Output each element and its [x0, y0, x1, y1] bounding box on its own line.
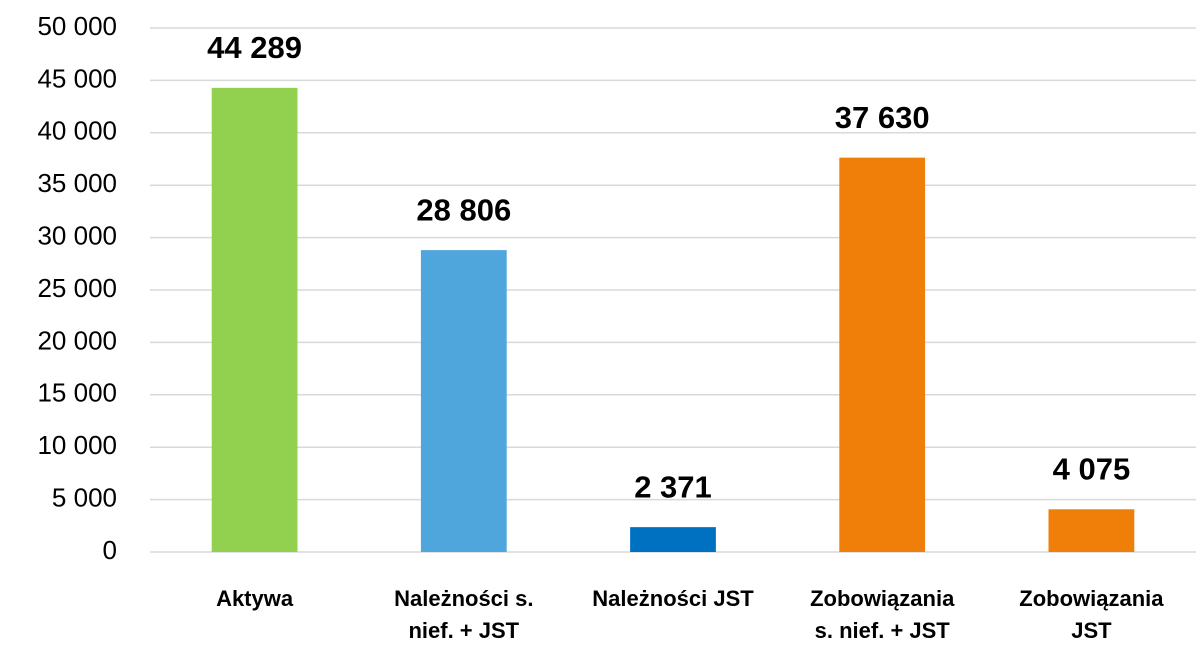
bar — [630, 527, 716, 552]
x-tick-label: Należności s. nief. + JST — [394, 586, 533, 643]
y-tick-label: 10 000 — [37, 430, 117, 460]
x-tick-label: Należności JST — [592, 586, 754, 611]
y-tick-label: 5 000 — [52, 482, 117, 512]
x-tick-label: Aktywa — [216, 586, 294, 611]
y-tick-label: 0 — [103, 535, 117, 565]
y-tick-label: 30 000 — [37, 220, 117, 250]
y-tick-label: 45 000 — [37, 63, 117, 93]
bar — [1048, 509, 1135, 552]
data-label: 4 075 — [1053, 451, 1131, 486]
y-tick-label: 15 000 — [37, 378, 117, 408]
y-tick-label: 20 000 — [37, 325, 117, 355]
data-label: 28 806 — [416, 192, 511, 227]
data-label: 2 371 — [634, 469, 712, 504]
data-label: 37 630 — [835, 100, 930, 135]
bar — [420, 250, 507, 553]
y-tick-label: 50 000 — [37, 11, 117, 41]
x-tick-label: Zobowiązania s. nief. + JST — [810, 586, 955, 643]
data-label: 44 289 — [207, 30, 302, 65]
bar — [211, 87, 298, 552]
y-tick-label: 35 000 — [37, 168, 117, 198]
y-tick-label: 40 000 — [37, 116, 117, 146]
y-tick-label: 25 000 — [37, 273, 117, 303]
x-tick-label: Zobowiązania JST — [1019, 586, 1164, 643]
bar — [839, 157, 926, 552]
